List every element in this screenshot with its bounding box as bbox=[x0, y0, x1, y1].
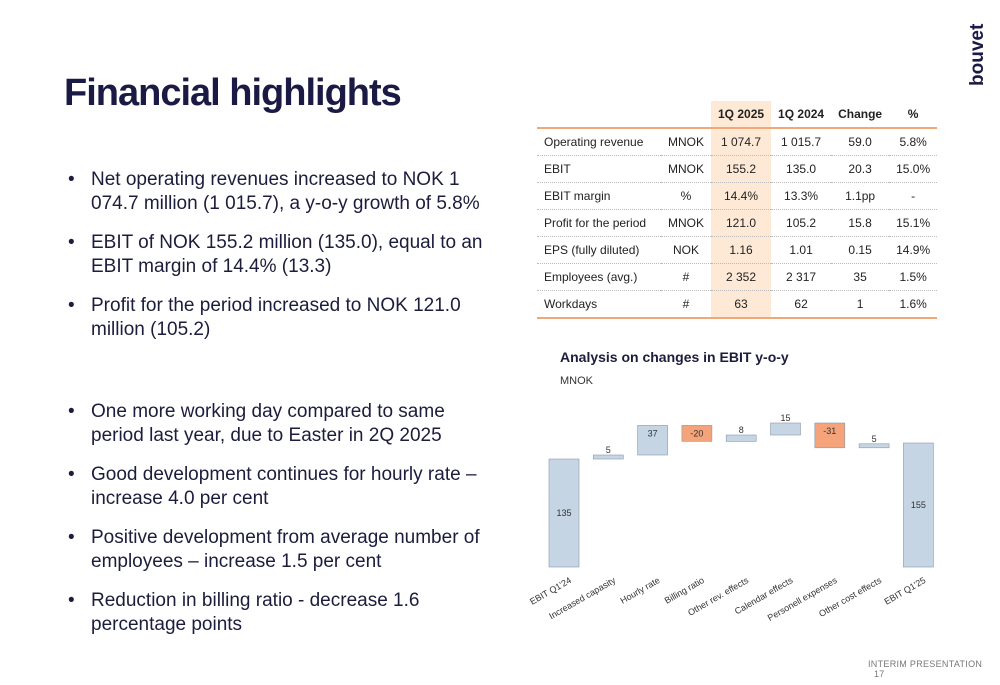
page-number: 17 bbox=[874, 669, 885, 679]
bullet-working-day: One more working day compared to same pe… bbox=[64, 400, 494, 448]
bullet-ebit: EBIT of NOK 155.2 million (135.0), equal… bbox=[64, 231, 494, 279]
table-row: EBIT margin% 14.4% 13.3% 1.1pp - bbox=[537, 182, 938, 210]
bar-value-label: 155 bbox=[911, 500, 926, 510]
bar-value-label: -31 bbox=[823, 426, 836, 436]
table-cell: - bbox=[911, 189, 916, 203]
bar-value-label: 37 bbox=[648, 428, 658, 438]
table-cell: 1 bbox=[856, 297, 864, 311]
footer-label: INTERIM PRESENTATION bbox=[868, 659, 983, 669]
table-cell: 1.5% bbox=[899, 270, 927, 284]
table-cell: Employees (avg.) bbox=[544, 270, 638, 284]
table-row: EPS (fully diluted) NOK 1.16 1.01 0.15 14.9% bbox=[537, 236, 938, 264]
table-cell: EBIT bbox=[544, 162, 571, 176]
table-cell: 1.16 bbox=[711, 236, 772, 264]
drivers-list: One more working day compared to same pe… bbox=[64, 400, 494, 652]
bar-value-label: 8 bbox=[739, 425, 744, 435]
table-header: 1Q 2024 bbox=[778, 107, 825, 121]
table-cell: 1.6% bbox=[899, 297, 927, 311]
table-row: Employees (avg.) #2 352 2 317 35 1.5% bbox=[537, 263, 938, 291]
table-cell: # bbox=[682, 297, 690, 311]
table-cell: 13.3% bbox=[784, 189, 819, 203]
table-header: 1Q 2025 bbox=[711, 101, 772, 128]
table-cell: 1 074.7 bbox=[711, 128, 772, 156]
table-cell: 15.0% bbox=[896, 162, 931, 176]
table-cell: 15.1% bbox=[896, 216, 931, 230]
table-cell: 15.8 bbox=[848, 216, 872, 230]
bar-value-label: 5 bbox=[606, 445, 611, 455]
table-cell: 14.4% bbox=[711, 182, 772, 210]
table-cell: 62 bbox=[794, 297, 808, 311]
category-label: EBIT Q1'25 bbox=[882, 575, 927, 607]
footer: INTERIM PRESENTATION 17 bbox=[868, 659, 1000, 679]
bullet-employees: Positive development from average number… bbox=[64, 526, 494, 574]
table-cell: 59.0 bbox=[848, 135, 872, 149]
table-cell: Profit for the period bbox=[544, 216, 647, 230]
table-cell: 20.3 bbox=[848, 162, 872, 176]
table-cell: MNOK bbox=[668, 135, 704, 149]
table-cell: 121.0 bbox=[711, 209, 772, 237]
waterfall-bar bbox=[903, 442, 934, 568]
table-cell: % bbox=[680, 189, 692, 203]
bar-value-label: 135 bbox=[556, 508, 571, 518]
financial-table: 1Q 2025 1Q 2024 Change % Operating reven… bbox=[537, 101, 938, 319]
bullet-hourly-rate: Good development continues for hourly ra… bbox=[64, 463, 494, 511]
bullet-profit: Profit for the period increased to NOK 1… bbox=[64, 294, 494, 342]
bar-value-label: -20 bbox=[690, 428, 703, 438]
waterfall-bar bbox=[637, 425, 668, 456]
table-header: % bbox=[907, 107, 919, 121]
waterfall-bar bbox=[681, 425, 713, 442]
waterfall-bar bbox=[814, 422, 846, 449]
category-label: Hourly rate bbox=[618, 575, 661, 606]
table-cell: NOK bbox=[672, 243, 699, 257]
chart-title: Analysis on changes in EBIT y-o-y bbox=[560, 349, 789, 365]
table-cell: 63 bbox=[711, 290, 772, 318]
table-cell: 14.9% bbox=[896, 243, 931, 257]
bullet-revenue: Net operating revenues increased to NOK … bbox=[64, 168, 494, 216]
page-title: Financial highlights bbox=[64, 72, 402, 114]
table-cell: EPS (fully diluted) bbox=[544, 243, 640, 257]
table-row: EBIT MNOK 155.2 135.0 20.3 15.0% bbox=[537, 155, 938, 183]
bar-value-label: 5 bbox=[872, 434, 877, 444]
waterfall-bar bbox=[592, 454, 624, 460]
waterfall-bar bbox=[725, 434, 757, 442]
table-cell: 155.2 bbox=[711, 155, 772, 183]
bullet-billing-ratio: Reduction in billing ratio - decrease 1.… bbox=[64, 589, 494, 637]
table-cell: 135.0 bbox=[786, 162, 817, 176]
table-cell: 1 015.7 bbox=[781, 135, 822, 149]
bouvet-logo: bouvet bbox=[967, 23, 988, 86]
table-cell: Operating revenue bbox=[544, 135, 644, 149]
table-row: Operating revenue MNOK 1 074.7 1 015.7 59.0 5… bbox=[537, 128, 938, 156]
table-cell: 2 352 bbox=[711, 263, 772, 291]
table-row: Profit for the period MNOK 121.0 105.2 15.8 1… bbox=[537, 209, 938, 237]
table-cell: 35 bbox=[853, 270, 867, 284]
waterfall-bar bbox=[858, 443, 890, 449]
table-cell: # bbox=[682, 270, 690, 284]
bar-value-label: 15 bbox=[780, 413, 790, 423]
table-cell: Workdays bbox=[544, 297, 598, 311]
table-cell: 5.8% bbox=[899, 135, 927, 149]
logo-text: bouvet bbox=[967, 23, 988, 86]
table-cell: 1.01 bbox=[789, 243, 813, 257]
table-row: Workdays #63 62 1 1.6% bbox=[537, 290, 938, 318]
table-header-row: 1Q 2025 1Q 2024 Change % bbox=[537, 101, 938, 128]
waterfall-bar bbox=[770, 422, 801, 436]
waterfall-bar bbox=[548, 458, 580, 568]
table-cell: MNOK bbox=[668, 216, 704, 230]
table-header: Change bbox=[838, 107, 883, 121]
highlights-list: Net operating revenues increased to NOK … bbox=[64, 168, 494, 357]
table-cell: EBIT margin bbox=[544, 189, 611, 203]
table-cell: 1.1pp bbox=[845, 189, 876, 203]
table-cell: 0.15 bbox=[848, 243, 872, 257]
table-cell: 2 317 bbox=[786, 270, 817, 284]
chart-subtitle: MNOK bbox=[560, 375, 593, 387]
table-cell: MNOK bbox=[668, 162, 704, 176]
table-cell: 105.2 bbox=[786, 216, 817, 230]
